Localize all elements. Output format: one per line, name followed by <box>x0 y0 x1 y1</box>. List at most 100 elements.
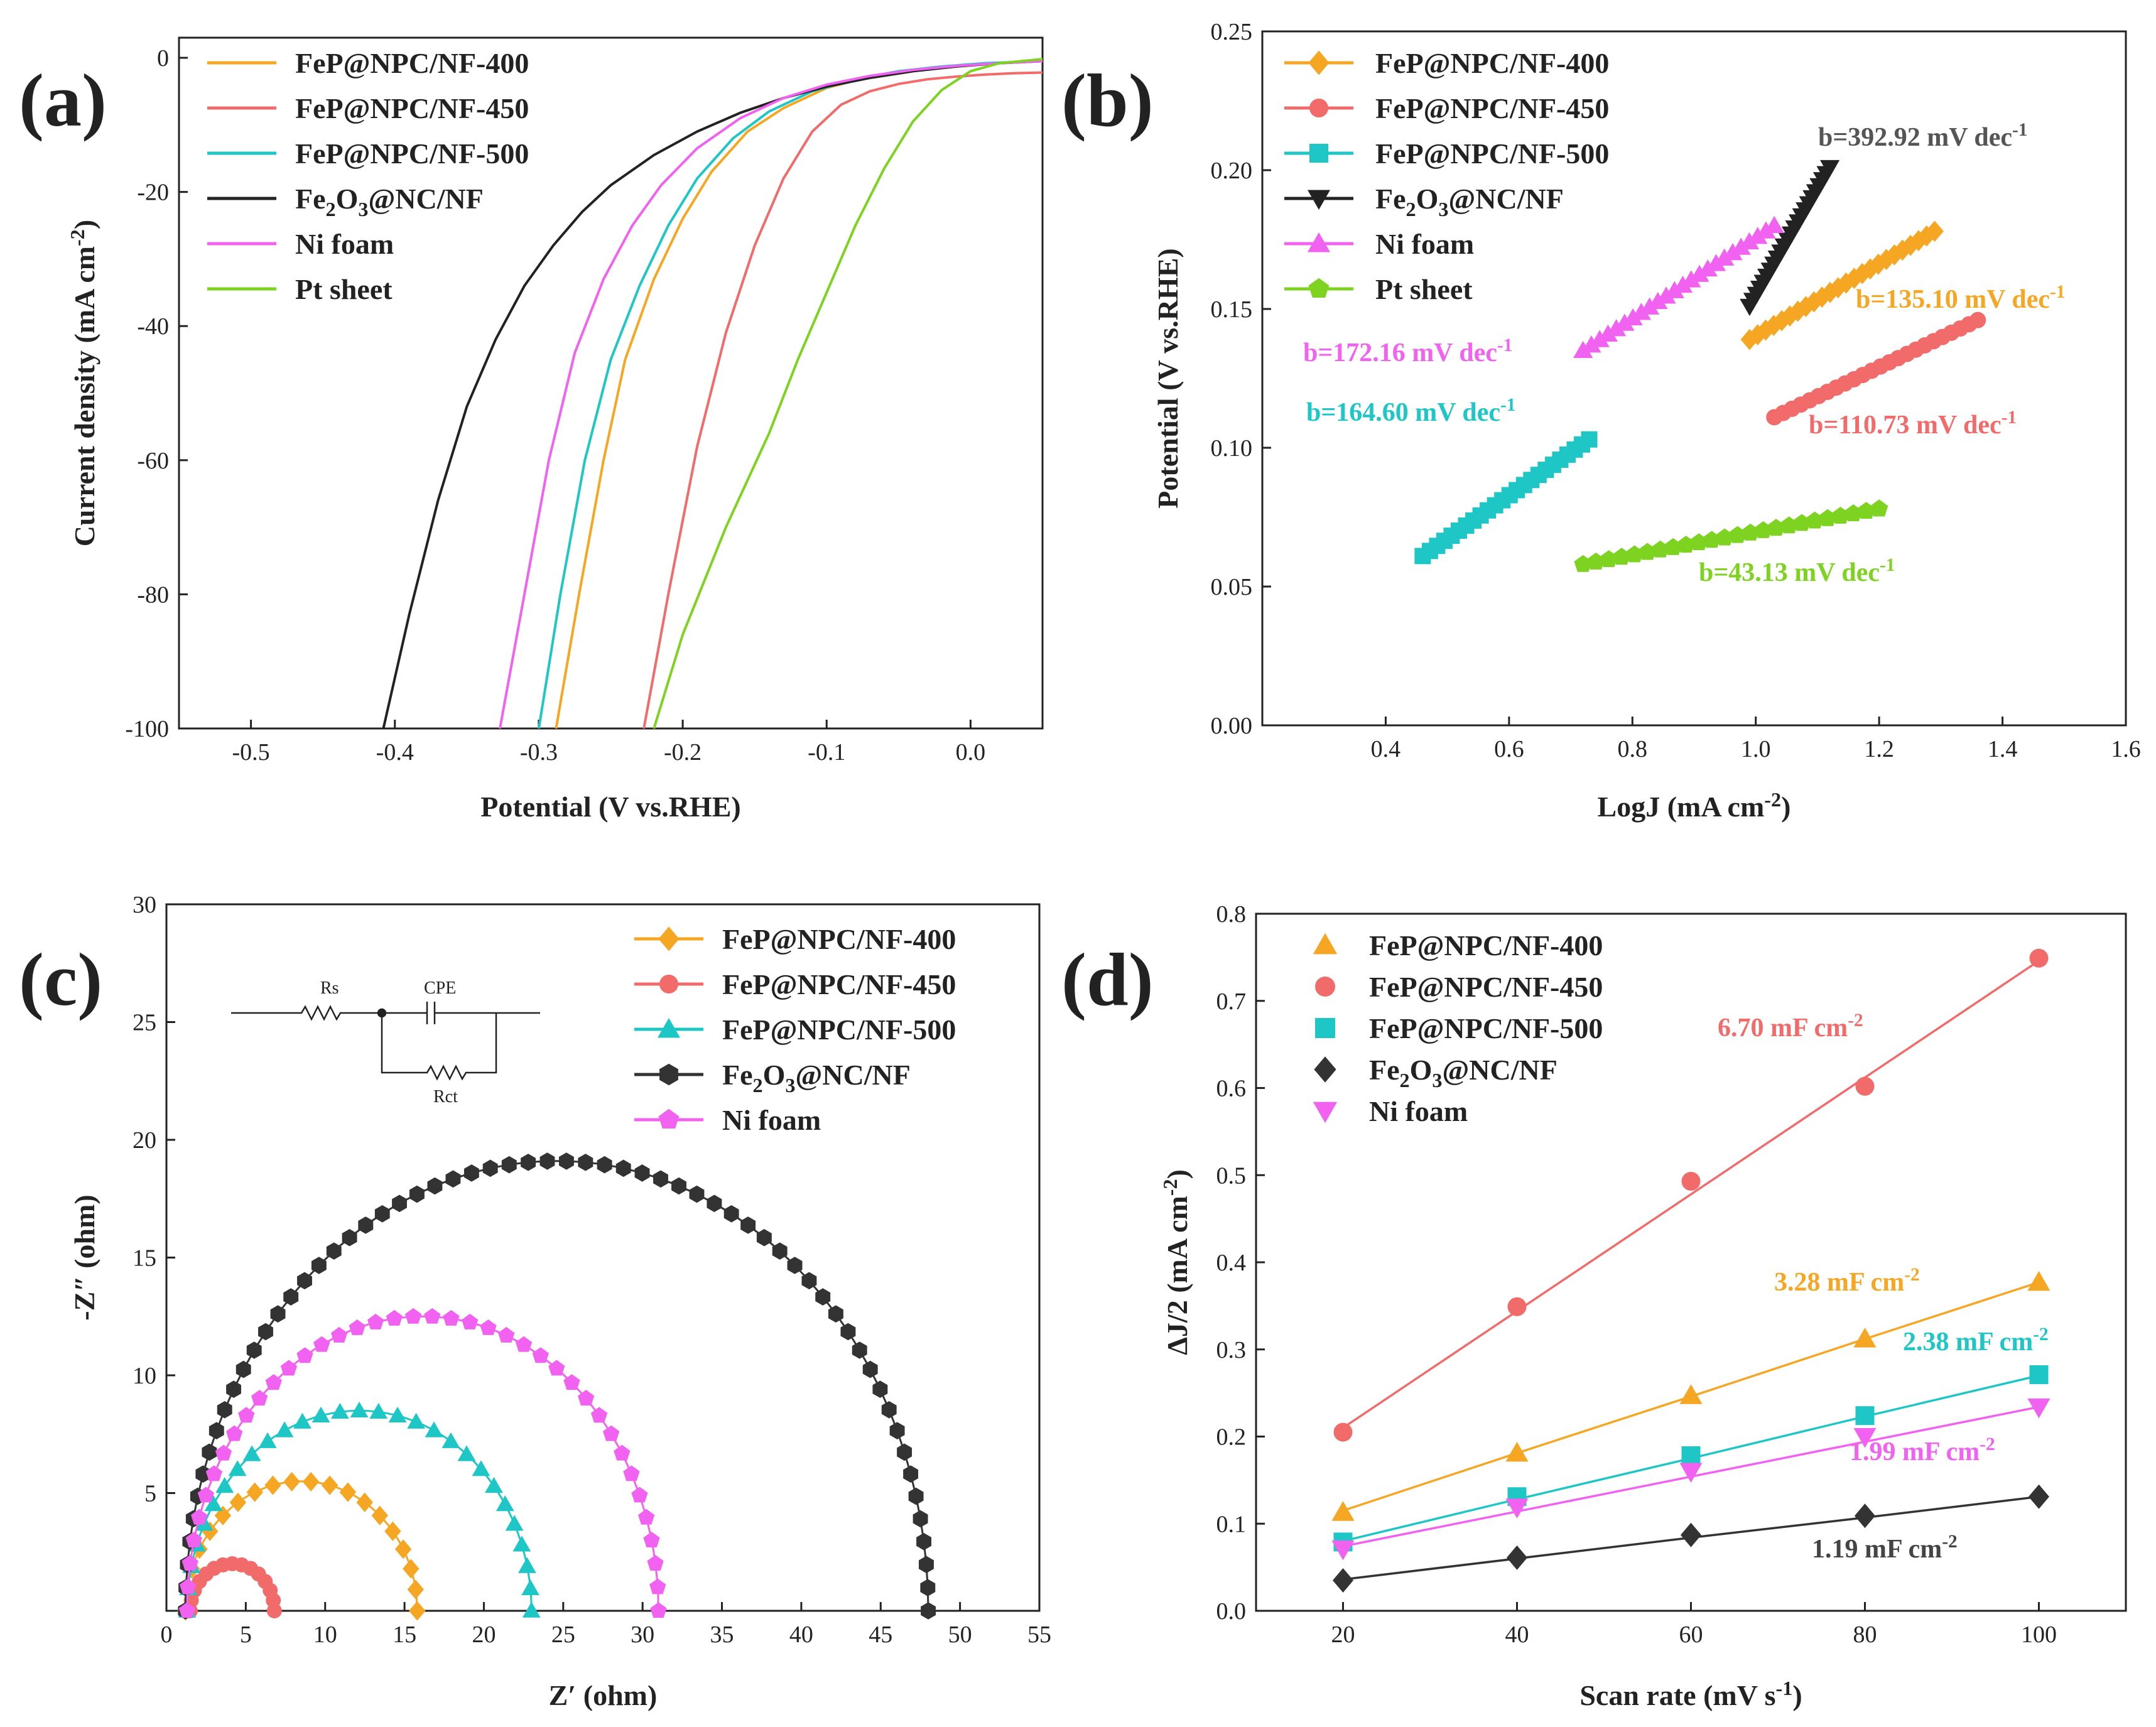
panel-c-legend-label: Fe2O3@NC/NF <box>722 1059 911 1096</box>
panel-c-data-point <box>283 1288 299 1306</box>
panel-c-y-tick-label: 30 <box>133 892 156 918</box>
panel-c-legend-label: FeP@NPC/NF-450 <box>722 968 956 1000</box>
panel-c-data-point <box>615 1159 631 1178</box>
panel-c-data-point <box>280 1360 298 1376</box>
panel-d-x-tick-label: 60 <box>1679 1621 1703 1648</box>
panel-c-data-point <box>246 1482 263 1502</box>
panel-d-label: (d) <box>1061 938 1154 1021</box>
panel-a-x-tick-label: -0.4 <box>376 739 414 766</box>
panel-c-data-point <box>647 1555 664 1571</box>
panel-a-legend-label: FeP@NPC/NF-450 <box>295 92 529 124</box>
panel-b-data-point <box>1664 281 1684 298</box>
panel-b-x-tick-label: 0.6 <box>1494 736 1524 762</box>
panel-c-data-point <box>578 1154 593 1171</box>
panel-a-x-axis-title: Potential (V vs.RHE) <box>480 791 740 823</box>
panel-b-x-tick-label: 1.2 <box>1864 736 1894 762</box>
panel-d-data-point <box>1507 1545 1527 1570</box>
panel-c-data-point <box>191 1508 208 1525</box>
panel-b-legend-label: Pt sheet <box>1375 273 1473 305</box>
panel-d-data-point <box>1505 1441 1529 1462</box>
panel-b-legend-label: FeP@NPC/NF-450 <box>1375 92 1609 124</box>
panel-c-data-point <box>424 1307 441 1324</box>
panel-a-series-line <box>642 71 1043 729</box>
panel-c-legend-marker <box>658 926 680 951</box>
panel-b-legend-marker <box>1308 50 1330 75</box>
panel-c-data-point <box>313 1336 330 1352</box>
panel-c-circuit-label: Rct <box>433 1087 458 1107</box>
panel-c-data-point <box>445 1170 461 1188</box>
panel-c-legend-marker <box>659 975 678 993</box>
panel-c-data-point <box>578 1390 595 1406</box>
panel-b-data-point <box>1723 243 1743 261</box>
panel-c-data-point <box>653 1170 668 1188</box>
panel-b-data-point <box>1765 315 1783 337</box>
panel-c-circuit-label: CPE <box>424 978 456 998</box>
panel-c-label: (c) <box>19 938 102 1021</box>
panel-b-data-point <box>1640 297 1660 315</box>
panel-c-data-point <box>236 1360 251 1378</box>
panel-c-circuit-wires <box>231 1002 540 1081</box>
panel-c-data-point <box>185 1532 202 1547</box>
panel-d-y-tick-label: 0.3 <box>1216 1337 1247 1363</box>
panel-b-legend-marker <box>1308 232 1330 252</box>
panel-c-data-point <box>522 1601 541 1618</box>
panel-c-data-point <box>505 1515 524 1531</box>
panel-b-data-point <box>1623 308 1643 326</box>
panel-b-data-point <box>1772 310 1791 332</box>
panel-b-data-point <box>1805 291 1823 313</box>
panel-b-data-point <box>1969 311 1986 328</box>
panel-c-data-point <box>251 1390 268 1406</box>
panel-c-circuit-label: Rs <box>320 978 339 998</box>
panel-c-x-tick-label: 30 <box>631 1621 654 1648</box>
panel-b-data-point <box>1581 431 1598 448</box>
panel-d-y-tick-label: 0.6 <box>1216 1076 1247 1102</box>
panel-b-data-point <box>1780 305 1799 327</box>
panel-d-y-tick-label: 0.5 <box>1216 1162 1247 1189</box>
panel-c-data-point <box>801 1272 817 1290</box>
panel-c-data-point <box>195 1465 211 1483</box>
panel-a-x-tick-label: 0.0 <box>956 739 986 766</box>
panel-c-data-point <box>521 1154 536 1171</box>
panel-b-data-point <box>1821 281 1839 303</box>
panel-c-data-point <box>689 1185 705 1203</box>
panel-d-data-point <box>2027 1270 2050 1291</box>
panel-b-legend-label: FeP@NPC/NF-500 <box>1375 138 1609 170</box>
panel-a-y-tick-label: -100 <box>125 716 169 742</box>
panel-b-x-tick-label: 0.4 <box>1371 736 1401 762</box>
panel-c-x-tick-label: 50 <box>948 1621 972 1648</box>
panel-c-x-tick-label: 45 <box>869 1621 892 1648</box>
panel-b-data-point <box>1764 215 1784 234</box>
panel-b-slope-annotation: b=135.10 mV dec-1 <box>1856 282 2065 314</box>
panel-d-data-point <box>1331 1540 1355 1561</box>
panel-c-data-point <box>371 1505 388 1525</box>
panel-b-x-tick-label: 1.0 <box>1741 736 1771 762</box>
panel-b-y-tick-label: 0.25 <box>1211 19 1253 45</box>
panel-d-legend-marker <box>1315 977 1335 997</box>
panel-b-legend-marker <box>1309 144 1328 163</box>
panel-c-legend-label: FeP@NPC/NF-500 <box>722 1014 956 1046</box>
panel-d-capacitance-annotation: 6.70 mF cm-2 <box>1718 1010 1863 1042</box>
panel-d-y-tick-label: 0.4 <box>1216 1250 1247 1276</box>
panel-b-data-point <box>1631 303 1651 320</box>
panel-c-y-axis-title: -Z″ (ohm) <box>68 1194 100 1320</box>
panel-c-legend-marker <box>659 1063 678 1086</box>
panel-c-x-tick-label: 55 <box>1027 1621 1051 1648</box>
panel-b-slope-annotation: b=110.73 mV dec-1 <box>1809 408 2017 440</box>
panel-c-data-point <box>369 1402 388 1419</box>
panel-c-data-point <box>293 1412 311 1429</box>
panel-b-data-point <box>1757 319 1775 341</box>
panel-c-data-point <box>296 1347 313 1363</box>
panel-c-data-point <box>302 1471 320 1492</box>
panel-c-circuit-node <box>377 1008 387 1018</box>
panel-b-data-point <box>1681 270 1701 288</box>
panel-a-y-tick-label: -60 <box>137 448 169 474</box>
panel-b-data-point <box>1926 220 1944 242</box>
panel-d-legend: FeP@NPC/NF-400 FeP@NPC/NF-450 FeP@NPC/NF-5… <box>1313 929 1603 1127</box>
panel-c-data-point <box>815 1288 831 1306</box>
panel-c-data-point <box>202 1443 217 1461</box>
panel-c-data-point <box>515 1336 533 1352</box>
panel-d-data-point <box>2029 948 2049 968</box>
panel-a-x-tick-label: -0.5 <box>232 739 270 766</box>
panel-b-y-tick-label: 0.05 <box>1211 574 1253 600</box>
panel-c-data-point <box>215 1476 234 1493</box>
